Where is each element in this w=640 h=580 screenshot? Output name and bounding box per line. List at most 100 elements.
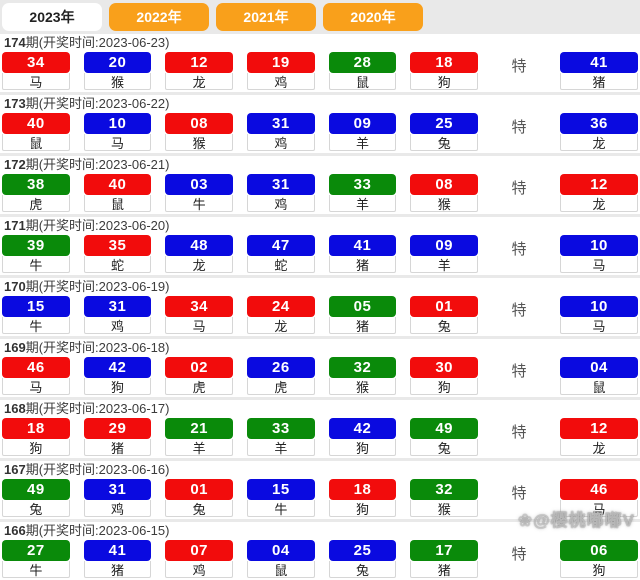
- period-header: 172期(开奖时间:2023-06-21): [0, 157, 640, 173]
- ball: 25 兔: [410, 113, 479, 151]
- ball: 09 羊: [328, 113, 397, 151]
- ball-number: 18: [2, 418, 70, 439]
- ball-zodiac: 狗: [83, 378, 152, 395]
- special-label: 特: [511, 424, 527, 441]
- ball-special: 10 马: [560, 296, 639, 334]
- ball-number: 12: [560, 418, 639, 439]
- tab-year-2021[interactable]: 2021年: [216, 3, 316, 31]
- ball: 18 狗: [328, 479, 397, 517]
- ball-number: 25: [328, 540, 397, 561]
- ball-zodiac: 猪: [328, 317, 397, 334]
- ball: 08 猴: [410, 174, 479, 212]
- results-list: 174期(开奖时间:2023-06-23) 34 马 20 猴 12 龙 19 鸡 28 鼠 18 狗…: [0, 34, 640, 580]
- ball: 15 牛: [247, 479, 315, 517]
- ball-zodiac: 马: [2, 378, 70, 395]
- balls-row: 34 马 20 猴 12 龙 19 鸡 28 鼠 18 狗 特 41 猪: [0, 51, 640, 90]
- ball-number: 24: [247, 296, 315, 317]
- balls-row: 15 牛 31 鸡 34 马 24 龙 05 猪 01 兔特 10 马: [0, 295, 640, 334]
- ball-number: 46: [560, 479, 639, 500]
- ball-number: 47: [247, 235, 315, 256]
- ball: 42 狗: [328, 418, 397, 456]
- ball: 48 龙: [165, 235, 234, 273]
- ball-zodiac: 羊: [410, 256, 479, 273]
- result-row: 172期(开奖时间:2023-06-21) 38 虎 40 鼠 03 牛 31 鸡 33 羊 08 猴…: [0, 156, 640, 214]
- ball: 10 马: [83, 113, 152, 151]
- ball-zodiac: 鼠: [83, 195, 152, 212]
- balls-row: 39 牛 35 蛇 48 龙 47 蛇 41 猪 09 羊特 10 马: [0, 234, 640, 273]
- result-row: 168期(开奖时间:2023-06-17) 18 狗 29 猪 21 羊 33 羊 42 狗 49 兔…: [0, 400, 640, 458]
- ball: 09 羊: [410, 235, 479, 273]
- balls-row: 40 鼠 10 马 08 猴 31 鸡 09 羊 25 兔 特 36 龙: [0, 112, 640, 151]
- ball-number: 06: [560, 540, 639, 561]
- ball-number: 46: [2, 357, 70, 378]
- ball-zodiac: 蛇: [247, 256, 315, 273]
- ball: 08 猴: [165, 113, 234, 151]
- ball: 39 牛: [2, 235, 70, 273]
- ball: 15 牛: [2, 296, 70, 334]
- period-header: 168期(开奖时间:2023-06-17): [0, 401, 640, 417]
- period-number: 174: [4, 35, 26, 50]
- ball-zodiac: 狗: [560, 561, 639, 578]
- ball-number: 35: [83, 235, 152, 256]
- ball-number: 34: [2, 52, 70, 73]
- period-header: 174期(开奖时间:2023-06-23): [0, 35, 640, 51]
- ball-number: 40: [2, 113, 70, 134]
- ball-zodiac: 鸡: [247, 73, 315, 90]
- period-number: 169: [4, 340, 26, 355]
- ball: 07 鸡: [165, 540, 234, 578]
- ball-zodiac: 马: [560, 256, 639, 273]
- ball: 18 狗: [2, 418, 70, 456]
- period-date: 期(开奖时间:2023-06-22): [25, 96, 170, 111]
- period-number: 166: [4, 523, 26, 538]
- ball-number: 27: [2, 540, 70, 561]
- period-number: 171: [4, 218, 26, 233]
- ball: 38 虎: [2, 174, 70, 212]
- year-tabbar: 2023年 2022年 2021年 2020年: [0, 0, 640, 34]
- special-label: 特: [511, 363, 527, 380]
- ball-number: 10: [560, 235, 639, 256]
- ball-zodiac: 猪: [83, 439, 152, 456]
- ball: 31 鸡: [247, 113, 315, 151]
- tab-year-2022[interactable]: 2022年: [109, 3, 209, 31]
- ball-zodiac: 鸡: [165, 561, 234, 578]
- result-row: 167期(开奖时间:2023-06-16) 49 兔 31 鸡 01 兔 15 牛 18 狗 32 猴…: [0, 461, 640, 519]
- ball-number: 29: [83, 418, 152, 439]
- ball-number: 18: [328, 479, 397, 500]
- ball: 35 蛇: [83, 235, 152, 273]
- ball-number: 09: [328, 113, 397, 134]
- ball-zodiac: 蛇: [83, 256, 152, 273]
- special-label: 特: [511, 119, 527, 136]
- ball-zodiac: 鸡: [83, 500, 152, 517]
- ball: 46 马: [2, 357, 70, 395]
- tab-year-2023[interactable]: 2023年: [2, 3, 102, 31]
- ball-number: 12: [560, 174, 639, 195]
- ball-zodiac: 鸡: [247, 195, 315, 212]
- period-header: 167期(开奖时间:2023-06-16): [0, 462, 640, 478]
- ball-number: 41: [83, 540, 152, 561]
- ball-number: 38: [2, 174, 70, 195]
- ball-zodiac: 兔: [165, 500, 234, 517]
- period-date: 期(开奖时间:2023-06-17): [25, 401, 170, 416]
- result-row: 169期(开奖时间:2023-06-18) 46 马 42 狗 02 虎 26 虎 32 猴 30 狗…: [0, 339, 640, 397]
- ball-number: 31: [247, 174, 315, 195]
- ball-number: 36: [560, 113, 639, 134]
- ball: 18 狗: [410, 52, 479, 90]
- ball-special: 12 龙: [560, 174, 639, 212]
- ball-zodiac: 鼠: [247, 561, 315, 578]
- ball-number: 07: [165, 540, 234, 561]
- ball: 20 猴: [83, 52, 152, 90]
- ball-number: 01: [165, 479, 234, 500]
- tab-year-2020[interactable]: 2020年: [323, 3, 423, 31]
- ball-zodiac: 龙: [165, 73, 234, 90]
- ball-number: 09: [410, 235, 479, 256]
- period-date: 期(开奖时间:2023-06-16): [25, 462, 170, 477]
- ball-zodiac: 羊: [328, 134, 397, 151]
- ball-zodiac: 龙: [247, 317, 315, 334]
- ball: 34 马: [2, 52, 70, 90]
- period-header: 170期(开奖时间:2023-06-19): [0, 279, 640, 295]
- ball-zodiac: 鸡: [247, 134, 315, 151]
- ball: 28 鼠: [328, 52, 397, 90]
- ball: 42 狗: [83, 357, 152, 395]
- result-row: 174期(开奖时间:2023-06-23) 34 马 20 猴 12 龙 19 鸡 28 鼠 18 狗…: [0, 34, 640, 92]
- ball-zodiac: 牛: [165, 195, 234, 212]
